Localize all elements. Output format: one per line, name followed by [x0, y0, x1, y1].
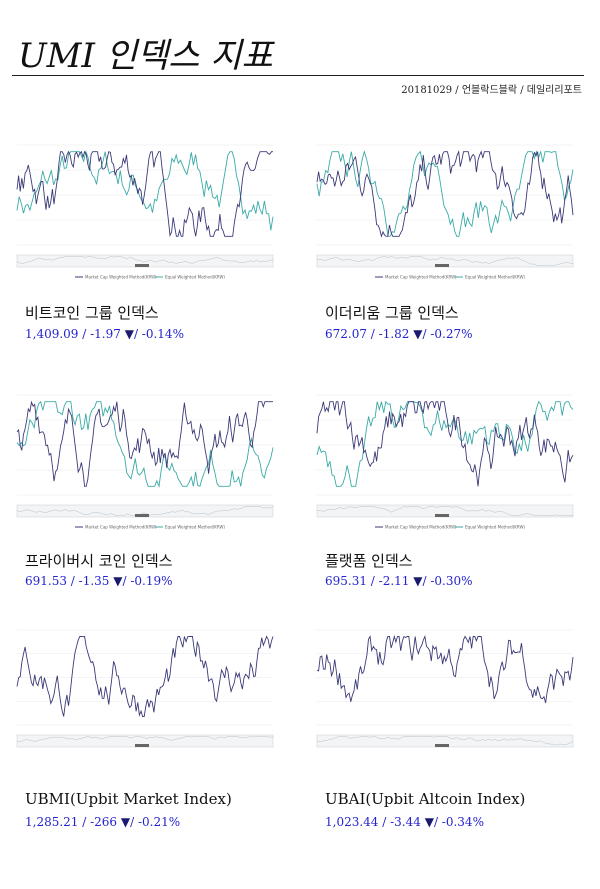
byline: 20181029 / 언블락드블락 / 데일리리포트: [401, 85, 582, 96]
panel-stats: 1,285.21 / -266 ▼/ -0.21%: [25, 815, 180, 829]
legend-label: Market Cap Weighted Method(KRW): [385, 525, 457, 530]
down-arrow: ▼: [113, 574, 123, 588]
legend-label: Equal Weighted Method(KRW): [465, 525, 525, 530]
panel-caption: 프라이버시 코인 인덱스: [25, 552, 173, 570]
series-line: [16, 150, 273, 238]
scrollbar-preview: [16, 506, 274, 516]
series-line: [16, 400, 274, 489]
stats-value: 1,285.21 / -266: [25, 815, 121, 829]
scrollbar-handle: [135, 514, 149, 517]
panel-stats: 695.31 / -2.11 ▼/ -0.30%: [325, 574, 473, 588]
legend-label: Equal Weighted Method(KRW): [165, 525, 225, 530]
legend-label: Equal Weighted Method(KRW): [165, 275, 225, 280]
legend: Market Cap Weighted Method(KRW) Equal Wei…: [75, 275, 225, 280]
scrollbar-handle: [435, 744, 449, 747]
chart-image: [305, 620, 585, 748]
down-arrow: ▼: [124, 327, 134, 341]
scrollbar-handle: [435, 514, 449, 517]
index-panel: Market Cap Weighted Method(KRW) Equal Wei…: [305, 135, 585, 347]
series-line: [16, 400, 273, 487]
stats-value: 1,023.44 / -3.44: [325, 815, 425, 829]
stats-value: 695.31 / -2.11: [325, 574, 414, 588]
index-panel: UBAI(Upbit Altcoin Index) 1,023.44 / -3.4…: [305, 620, 585, 835]
stats-percent: / -0.27%: [422, 327, 473, 341]
chart-image: Market Cap Weighted Method(KRW) Equal Wei…: [5, 385, 285, 530]
series-line: [316, 150, 574, 237]
series-line: [316, 400, 574, 487]
index-panel: Market Cap Weighted Method(KRW) Equal Wei…: [5, 135, 285, 347]
panel-stats: 672.07 / -1.82 ▼/ -0.27%: [325, 327, 473, 341]
down-arrow: ▼: [413, 327, 423, 341]
series-line: [316, 149, 574, 238]
legend: Market Cap Weighted Method(KRW) Equal Wei…: [375, 525, 525, 530]
scrollbar-handle: [135, 264, 149, 267]
legend-label: Equal Weighted Method(KRW): [465, 275, 525, 280]
series-line: [16, 150, 274, 231]
stats-value: 1,409.09 / -1.97: [25, 327, 125, 341]
scrollbar-preview: [16, 736, 274, 743]
chart-image: Market Cap Weighted Method(KRW) Equal Wei…: [305, 135, 585, 280]
scrollbar-preview: [316, 506, 573, 516]
stats-percent: / -0.19%: [122, 574, 173, 588]
title-rule: [12, 75, 584, 76]
scrollbar-preview: [16, 256, 274, 264]
index-panel: Market Cap Weighted Method(KRW) Equal Wei…: [5, 385, 285, 594]
down-arrow: ▼: [424, 815, 434, 829]
index-panel: Market Cap Weighted Method(KRW) Equal Wei…: [305, 385, 585, 594]
legend-label: Market Cap Weighted Method(KRW): [385, 275, 457, 280]
legend: Market Cap Weighted Method(KRW) Equal Wei…: [375, 275, 525, 280]
stats-percent: / -0.14%: [133, 327, 184, 341]
down-arrow: ▼: [120, 815, 131, 829]
scrollbar-preview: [316, 256, 574, 266]
plot-area: [5, 620, 285, 725]
stats-value: 672.07 / -1.82: [325, 327, 414, 341]
down-arrow: ▼: [413, 574, 423, 588]
stats-value: 691.53 / -1.35: [25, 574, 114, 588]
panel-caption: 비트코인 그룹 인덱스: [25, 304, 159, 322]
panel-caption: UBAI(Upbit Altcoin Index): [325, 790, 526, 808]
panel-stats: 691.53 / -1.35 ▼/ -0.19%: [25, 574, 173, 588]
panel-caption: 이더리움 그룹 인덱스: [325, 304, 459, 322]
plot-area: [305, 385, 585, 495]
legend: Market Cap Weighted Method(KRW) Equal Wei…: [75, 525, 225, 530]
plot-area: [305, 620, 585, 725]
panel-stats: 1,023.44 / -3.44 ▼/ -0.34%: [325, 815, 484, 829]
panel-stats: 1,409.09 / -1.97 ▼/ -0.14%: [25, 327, 184, 341]
panel-caption: UBMI(Upbit Market Index): [25, 790, 232, 808]
panel-caption: 플랫폼 인덱스: [325, 552, 413, 570]
series-line: [16, 635, 274, 717]
scrollbar-handle: [135, 744, 149, 747]
chart-image: [5, 620, 285, 748]
series-line: [316, 634, 574, 704]
scrollbar-handle: [435, 264, 449, 267]
legend-label: Market Cap Weighted Method(KRW): [85, 525, 157, 530]
page-title: UMI 인덱스 지표: [18, 36, 273, 76]
legend-label: Market Cap Weighted Method(KRW): [85, 275, 157, 280]
scrollbar-preview: [316, 736, 574, 746]
stats-percent: / -0.34%: [433, 815, 484, 829]
stats-percent: / -0.21%: [130, 815, 181, 829]
stats-percent: / -0.30%: [422, 574, 473, 588]
index-panel: UBMI(Upbit Market Index) 1,285.21 / -266 …: [5, 620, 285, 835]
chart-image: Market Cap Weighted Method(KRW) Equal Wei…: [5, 135, 285, 280]
series-line: [316, 401, 574, 487]
chart-image: Market Cap Weighted Method(KRW) Equal Wei…: [305, 385, 585, 530]
